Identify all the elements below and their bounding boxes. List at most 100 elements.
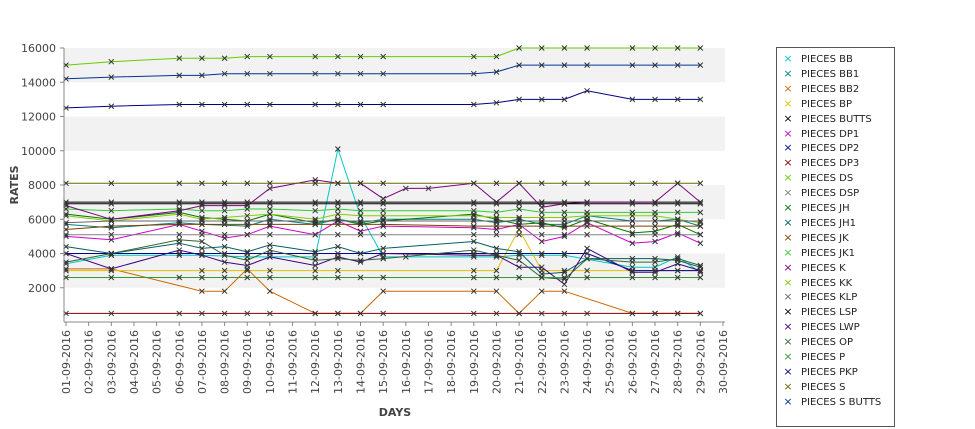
series-point-11 xyxy=(561,269,568,276)
series-point-15 xyxy=(584,212,590,219)
legend-item: × PIECES S BUTTS xyxy=(781,395,881,410)
series-point-11 xyxy=(312,248,319,255)
series-point-3 xyxy=(244,267,251,274)
series-point-8 xyxy=(516,45,522,51)
x-tick-label: 28-09-2016 xyxy=(672,330,685,394)
series-point-23 xyxy=(267,70,273,77)
series-point-22 xyxy=(176,180,183,187)
series-point-17 xyxy=(493,200,500,207)
series-point-22 xyxy=(629,180,636,187)
series-point-16 xyxy=(584,218,590,224)
series-point-16 xyxy=(652,218,658,224)
x-tick-label: 08-09-2016 xyxy=(219,330,232,394)
series-point-8 xyxy=(267,53,273,60)
y-tick-label: 6000 xyxy=(28,213,56,226)
legend-item: × PIECES K xyxy=(781,261,845,276)
series-point-13 xyxy=(199,207,205,214)
x-tick-label: 21-09-2016 xyxy=(513,330,526,394)
series-point-4 xyxy=(335,199,341,205)
series-point-14 xyxy=(584,199,590,205)
legend-label: PIECES DP3 xyxy=(801,158,860,170)
series-point-23 xyxy=(674,62,681,68)
series-point-23 xyxy=(629,62,636,68)
series-point-20 xyxy=(335,274,341,281)
series-point-21 xyxy=(199,101,205,108)
series-point-7 xyxy=(652,310,658,317)
series-point-12 xyxy=(493,223,500,229)
series-point-8 xyxy=(674,45,681,51)
legend-marker-icon: × xyxy=(783,171,793,185)
series-point-16 xyxy=(357,218,364,224)
series-point-18 xyxy=(176,247,183,253)
series-point-18 xyxy=(199,252,205,259)
series-point-8 xyxy=(584,45,590,51)
x-tick-label: 02-09-2016 xyxy=(83,330,96,394)
series-point-21 xyxy=(561,96,568,103)
series-point-3 xyxy=(108,267,115,274)
series-point-20 xyxy=(674,274,681,281)
series-point-9 xyxy=(538,231,545,238)
series-point-8 xyxy=(697,45,704,51)
series-point-7 xyxy=(697,310,704,317)
series-point-3 xyxy=(221,267,228,274)
series-point-4 xyxy=(312,199,319,205)
y-axis-title: RATES xyxy=(8,165,21,204)
series-point-18 xyxy=(357,259,364,265)
series-point-22 xyxy=(199,180,205,187)
series-markers xyxy=(63,45,704,317)
series-point-3 xyxy=(312,267,319,274)
series-point-9 xyxy=(221,231,228,238)
series-point-4 xyxy=(176,199,183,205)
series-point-21 xyxy=(584,87,590,94)
series-point-4 xyxy=(267,199,273,205)
series-point-15 xyxy=(652,212,658,219)
series-point-15 xyxy=(312,216,319,223)
legend-item: × PIECES BB xyxy=(781,52,852,67)
series-point-9 xyxy=(335,231,341,238)
series-point-23 xyxy=(357,70,364,77)
series-point-6 xyxy=(221,250,228,257)
x-tick-label: 04-09-2016 xyxy=(128,330,141,394)
legend-label: PIECES BB2 xyxy=(801,83,860,95)
series-point-16 xyxy=(516,218,522,224)
series-point-13 xyxy=(267,206,273,212)
legend-item: × PIECES KLP xyxy=(781,290,857,305)
series-point-17 xyxy=(244,200,251,207)
series-point-17 xyxy=(176,200,183,207)
series-point-23 xyxy=(335,70,341,77)
series-point-7 xyxy=(108,310,115,317)
x-tick-label: 17-09-2016 xyxy=(422,330,435,394)
series-point-20 xyxy=(584,274,590,281)
legend-item: × PIECES DSP xyxy=(781,186,859,201)
series-point-17 xyxy=(538,200,545,207)
legend-item: × PIECES JH xyxy=(781,201,849,216)
series-point-22 xyxy=(108,180,115,187)
x-tick-label: 19-09-2016 xyxy=(468,330,481,394)
series-point-21 xyxy=(357,101,364,108)
series-point-7 xyxy=(335,310,341,317)
y-tick-label: 8000 xyxy=(28,179,56,192)
series-point-21 xyxy=(538,96,545,103)
series-point-10 xyxy=(335,216,341,223)
series-point-12 xyxy=(516,223,522,229)
series-point-18 xyxy=(244,262,251,269)
series-point-0 xyxy=(108,252,115,259)
series-point-19 xyxy=(357,257,364,264)
y-tick-label: 2000 xyxy=(28,282,56,295)
series-point-6 xyxy=(561,250,568,257)
x-tick-label: 20-09-2016 xyxy=(490,330,503,394)
x-tick-label: 07-09-2016 xyxy=(196,330,209,394)
series-point-16 xyxy=(674,218,681,224)
series-point-20 xyxy=(267,274,273,281)
series-point-9 xyxy=(244,231,251,238)
series-point-13 xyxy=(493,209,500,216)
series-point-9 xyxy=(629,231,636,238)
x-tick-label: 26-09-2016 xyxy=(626,330,639,394)
series-point-23 xyxy=(199,72,205,79)
series-point-6 xyxy=(199,250,205,257)
series-point-11 xyxy=(380,245,387,252)
series-point-12 xyxy=(561,223,568,229)
series-point-23 xyxy=(516,62,522,68)
series-point-5 xyxy=(538,238,545,245)
series-point-18 xyxy=(674,260,681,267)
